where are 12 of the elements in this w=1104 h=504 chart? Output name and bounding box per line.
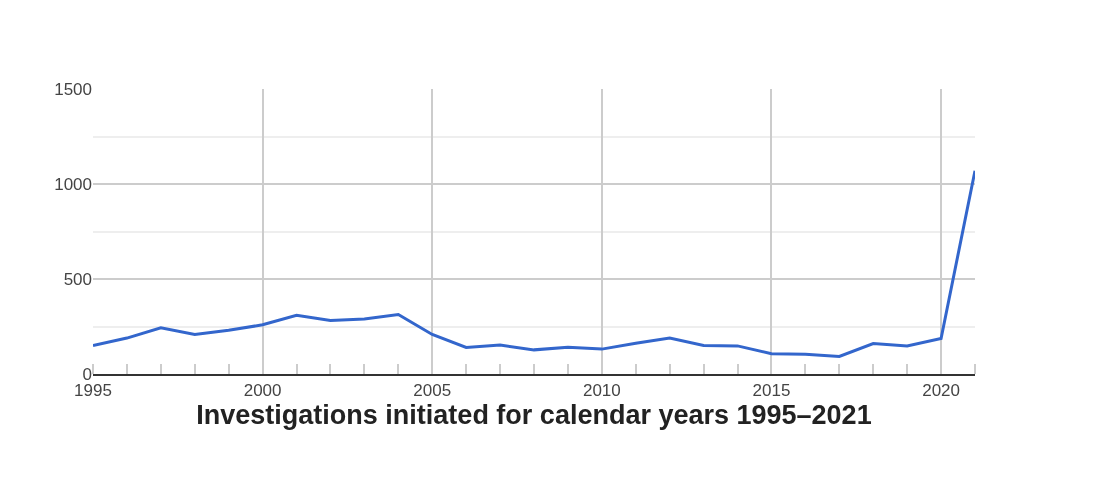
x-tick-label: 2010 bbox=[582, 381, 621, 401]
x-tick-label: 2015 bbox=[752, 381, 791, 401]
x-tick-label: 1995 bbox=[74, 381, 112, 401]
y-tick-label: 1500 bbox=[54, 79, 92, 99]
x-tick-label: 2020 bbox=[922, 381, 960, 401]
x-axis-title: Investigations initiated for calendar years 1995–2021 bbox=[196, 400, 872, 431]
line-series bbox=[93, 169, 975, 359]
x-tick-label: 2005 bbox=[413, 381, 452, 401]
x-tick-label: 2000 bbox=[243, 381, 282, 401]
y-tick-label: 500 bbox=[63, 269, 92, 289]
y-tick-label: 1000 bbox=[54, 174, 92, 194]
y-tick-label: 0 bbox=[82, 364, 92, 384]
